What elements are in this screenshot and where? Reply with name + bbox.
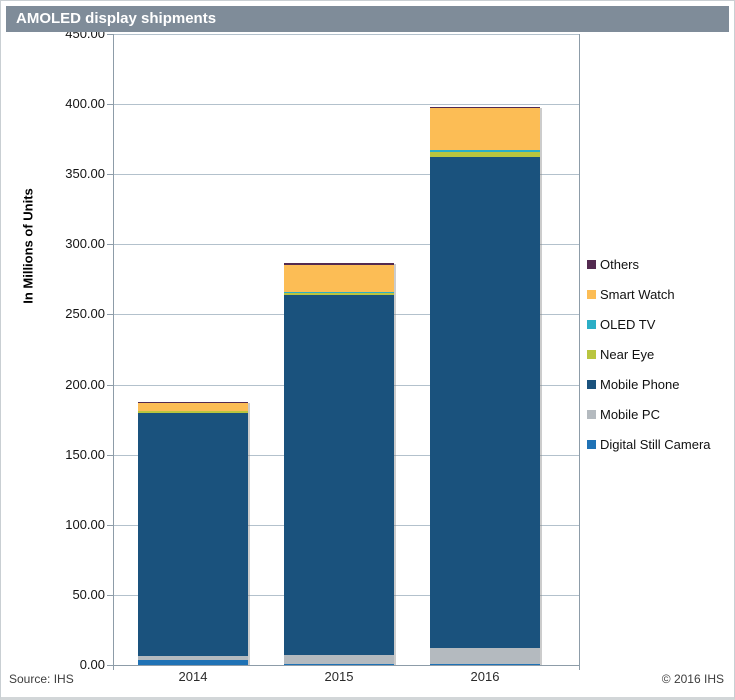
y-axis-title: In Millions of Units <box>20 188 36 304</box>
bar-2014-segment-smart-watch <box>138 403 248 412</box>
x-axis-line <box>113 665 580 666</box>
bar-2014 <box>138 402 248 665</box>
legend-item-oled-tv: OLED TV <box>587 317 711 332</box>
legend-item-mobile-pc: Mobile PC <box>587 407 711 422</box>
bar-2016-segment-smart-watch <box>430 108 540 151</box>
bar-2014-segment-mobile-pc <box>138 655 248 661</box>
legend-label-near-eye: Near Eye <box>600 347 655 362</box>
y-tick-mark-250 <box>107 314 113 316</box>
bar-2015-segment-oled-tv <box>284 291 394 293</box>
legend-item-near-eye: Near Eye <box>587 347 711 362</box>
bar-2015-segment-smart-watch <box>284 264 394 292</box>
bar-2016-segment-near-eye <box>430 151 540 158</box>
legend-swatch-others <box>587 260 596 269</box>
chart-title-bar: AMOLED display shipments <box>6 6 729 32</box>
gridline-400 <box>113 104 579 106</box>
legend-label-digital-still-camera: Digital Still Camera <box>600 437 711 452</box>
bar-2015-segment-others <box>284 263 394 265</box>
y-tick-label-150: 150.00 <box>65 446 105 462</box>
legend-swatch-digital-still-camera <box>587 440 596 449</box>
bar-2015-segment-mobile-pc <box>284 654 394 664</box>
bar-2016-segment-mobile-pc <box>430 648 540 664</box>
bar-2016-segment-others <box>430 106 540 109</box>
plot-right-border <box>579 34 580 665</box>
y-tick-label-200: 200.00 <box>65 376 105 392</box>
bar-2016-segment-digital-still-camera <box>430 663 540 665</box>
bar-2015-segment-mobile-phone <box>284 294 394 655</box>
y-axis-line <box>113 34 114 670</box>
gridline-350 <box>113 174 579 176</box>
legend-swatch-mobile-phone <box>587 380 596 389</box>
y-tick-label-0: 0.00 <box>79 657 105 672</box>
y-tick-label-100: 100.00 <box>65 516 105 532</box>
source-text: Source: IHS <box>9 672 74 686</box>
x-axis-label-2016: 2016 <box>470 669 500 684</box>
bar-2015 <box>284 263 394 665</box>
y-tick-label-350: 350.00 <box>65 166 105 182</box>
bar-2016-segment-oled-tv <box>430 150 540 152</box>
y-tick-label-50: 50.00 <box>72 586 105 602</box>
y-tick-mark-300 <box>107 244 113 246</box>
bar-2016 <box>430 106 540 665</box>
y-tick-mark-350 <box>107 174 113 176</box>
legend-label-mobile-pc: Mobile PC <box>600 407 660 422</box>
legend-swatch-mobile-pc <box>587 410 596 419</box>
legend-swatch-smart-watch <box>587 290 596 299</box>
bar-2014-segment-near-eye <box>138 411 248 413</box>
y-tick-label-400: 400.00 <box>65 96 105 112</box>
y-tick-mark-50 <box>107 594 113 596</box>
legend-label-smart-watch: Smart Watch <box>600 287 675 302</box>
gridline-300 <box>113 244 579 246</box>
copyright-text: © 2016 IHS <box>661 672 724 686</box>
x-axis-label-2014: 2014 <box>178 669 208 684</box>
legend-label-oled-tv: OLED TV <box>600 317 656 332</box>
bar-2014-segment-mobile-phone <box>138 412 248 656</box>
bar-2014-segment-digital-still-camera <box>138 660 248 665</box>
legend-item-mobile-phone: Mobile Phone <box>587 377 711 392</box>
bar-2014-segment-others <box>138 402 248 404</box>
bar-2015-segment-near-eye <box>284 292 394 295</box>
y-tick-mark-100 <box>107 524 113 526</box>
bar-2016-segment-mobile-phone <box>430 157 540 649</box>
y-tick-mark-200 <box>107 384 113 386</box>
y-tick-mark-400 <box>107 104 113 106</box>
legend-swatch-near-eye <box>587 350 596 359</box>
chart-title: AMOLED display shipments <box>16 10 217 27</box>
gridline-450 <box>113 34 579 35</box>
x-axis-end-tick-left <box>113 665 114 670</box>
legend-label-mobile-phone: Mobile Phone <box>600 377 680 392</box>
legend: Others Smart Watch OLED TV Near Eye Mobile P… <box>587 257 711 467</box>
legend-item-others: Others <box>587 257 711 272</box>
legend-label-others: Others <box>600 257 640 272</box>
y-tick-label-250: 250.00 <box>65 306 105 322</box>
x-axis-end-tick-right <box>579 665 580 670</box>
x-axis-label-2015: 2015 <box>324 669 354 684</box>
legend-swatch-oled-tv <box>587 320 596 329</box>
bar-2015-segment-digital-still-camera <box>284 663 394 665</box>
y-tick-mark-450 <box>107 34 113 35</box>
legend-item-digital-still-camera: Digital Still Camera <box>587 437 711 452</box>
y-tick-mark-150 <box>107 454 113 456</box>
legend-item-smart-watch: Smart Watch <box>587 287 711 302</box>
y-tick-mark-0 <box>107 665 113 666</box>
y-tick-label-300: 300.00 <box>65 236 105 252</box>
